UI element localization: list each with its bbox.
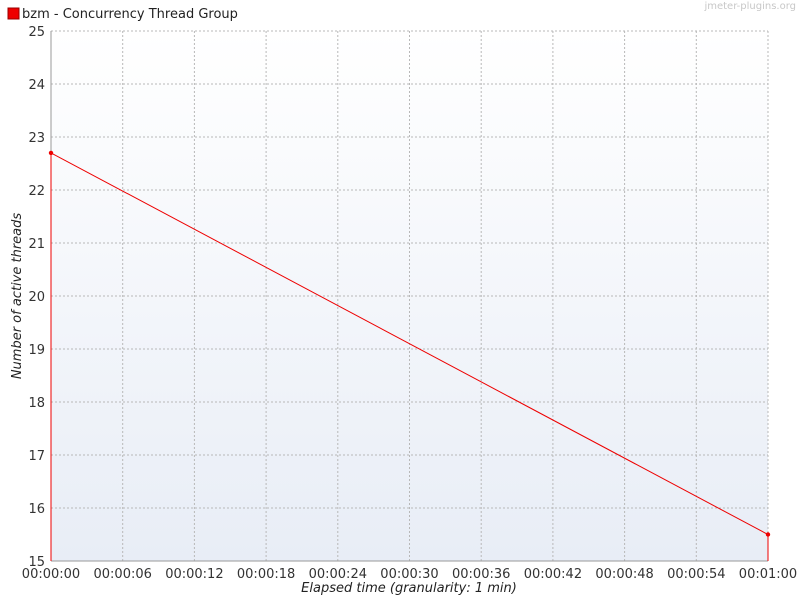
x-tick-labels: 00:00:00 00:00:06 00:00:12 00:00:18 00:00:24… <box>22 567 797 582</box>
y-axis-title: Number of active threads <box>10 213 25 380</box>
x-tick-label: 00:01:00 <box>739 567 797 582</box>
series-line <box>50 152 769 561</box>
x-tick-label: 00:00:00 <box>22 567 80 582</box>
y-tick-label: 23 <box>28 131 45 146</box>
x-tick-label: 00:00:12 <box>165 567 223 582</box>
x-tick-label: 00:00:06 <box>94 567 152 582</box>
y-tick-label: 19 <box>28 343 45 358</box>
x-axis-title: Elapsed time (granularity: 1 min) <box>301 581 517 596</box>
y-tick-label: 25 <box>28 25 45 40</box>
x-tick-label: 00:00:42 <box>524 567 582 582</box>
y-tick-label: 18 <box>28 396 45 411</box>
grid <box>51 30 769 561</box>
x-tick-label: 00:00:24 <box>309 567 367 582</box>
x-tick-label: 00:00:30 <box>380 567 438 582</box>
series-layer <box>48 150 771 561</box>
y-tick-label: 15 <box>28 555 45 570</box>
x-tick-label: 00:00:36 <box>452 567 510 582</box>
x-tick-label: 00:00:18 <box>237 567 295 582</box>
data-point <box>765 532 771 537</box>
y-tick-label: 21 <box>28 237 45 252</box>
y-tick-label: 22 <box>28 184 45 199</box>
watermark: jmeter-plugins.org <box>703 1 796 12</box>
y-tick-labels: 15 16 17 18 19 20 21 22 23 24 25 <box>28 25 45 570</box>
y-tick-label: 16 <box>28 502 45 517</box>
x-tick-label: 00:00:54 <box>667 567 725 582</box>
y-tick-label: 17 <box>28 449 45 464</box>
x-tick-label: 00:00:48 <box>595 567 653 582</box>
data-point <box>48 150 54 156</box>
y-tick-label: 20 <box>28 290 45 305</box>
legend-label: bzm - Concurrency Thread Group <box>22 7 238 22</box>
y-tick-label: 24 <box>28 78 45 93</box>
legend-swatch <box>7 7 20 20</box>
